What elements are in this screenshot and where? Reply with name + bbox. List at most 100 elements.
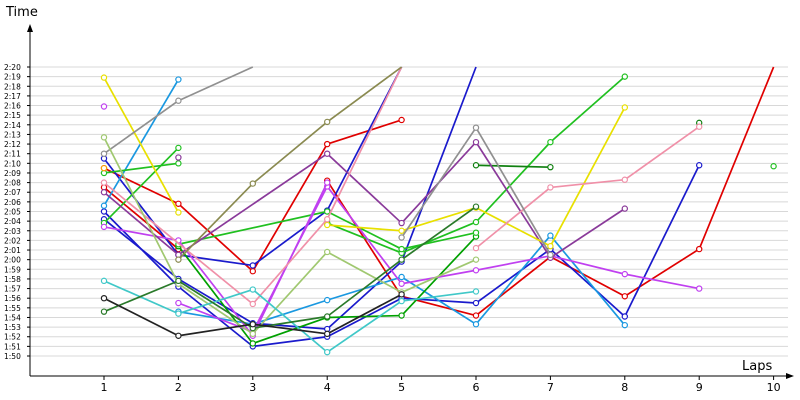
series-21 <box>175 154 182 161</box>
data-point <box>175 209 182 216</box>
y-tick-label: 1:53 <box>4 323 21 332</box>
data-point <box>324 216 331 223</box>
data-point <box>621 205 629 212</box>
y-tick-label: 1:52 <box>4 333 21 342</box>
data-point <box>472 256 480 263</box>
data-point <box>100 295 108 302</box>
data-point <box>175 200 182 207</box>
data-point <box>249 300 256 308</box>
data-point <box>175 160 182 167</box>
data-point <box>621 321 629 329</box>
data-point <box>472 203 480 210</box>
data-point <box>324 140 331 148</box>
y-axis-title: Time <box>5 5 38 20</box>
data-point <box>472 267 480 274</box>
data-point <box>100 223 108 231</box>
data-point <box>324 248 331 256</box>
series-7 <box>100 76 182 209</box>
series-28 <box>398 124 554 259</box>
series-14 <box>472 162 554 171</box>
data-point <box>621 104 629 111</box>
series-line <box>177 66 403 261</box>
series-31 <box>100 277 480 356</box>
data-point <box>175 154 182 161</box>
series-22 <box>100 74 182 216</box>
data-point <box>249 321 256 328</box>
data-point <box>100 202 108 209</box>
x-tick-label: 10 <box>767 381 781 394</box>
series-line <box>103 66 477 330</box>
y-tick-labels: 1:501:511:521:531:541:551:561:571:581:59… <box>4 63 30 361</box>
y-tick-label: 1:51 <box>4 342 21 351</box>
x-tick-label: 6 <box>473 381 480 394</box>
data-point <box>398 273 405 281</box>
data-point <box>621 73 629 80</box>
series-line <box>103 205 477 329</box>
series-line <box>103 147 180 224</box>
data-point <box>547 184 554 191</box>
data-point <box>472 229 480 236</box>
y-tick-label: 2:11 <box>4 150 21 159</box>
x-tick-label: 4 <box>324 381 331 394</box>
data-point <box>696 285 703 292</box>
series-line <box>178 185 700 333</box>
series-line <box>475 126 700 249</box>
y-tick-label: 2:01 <box>4 246 21 255</box>
data-point <box>100 277 108 285</box>
x-tick-label: 3 <box>249 381 256 394</box>
y-tick-label: 2:20 <box>4 63 21 72</box>
y-tick-label: 2:10 <box>4 159 21 168</box>
data-point <box>100 134 108 141</box>
y-tick-label: 2:03 <box>4 227 21 236</box>
data-point <box>472 138 480 146</box>
data-point <box>398 245 405 253</box>
data-point <box>472 218 480 226</box>
data-point <box>398 291 405 298</box>
x-axis-title: Laps <box>742 359 772 374</box>
data-point <box>398 312 405 319</box>
y-tick-label: 1:56 <box>4 294 21 303</box>
y-tick-label: 2:17 <box>4 92 21 101</box>
data-point <box>472 299 480 307</box>
data-point <box>249 180 256 187</box>
y-tick-label: 2:12 <box>4 140 21 149</box>
data-point <box>472 312 480 319</box>
data-point <box>249 286 256 293</box>
data-point <box>398 256 405 263</box>
data-point <box>324 221 331 229</box>
series-line <box>103 119 402 273</box>
series-line <box>103 79 180 207</box>
y-tick-label: 2:06 <box>4 198 21 207</box>
data-point <box>175 299 182 307</box>
data-point <box>175 310 182 317</box>
series-line <box>103 77 180 213</box>
data-point <box>324 296 331 304</box>
data-point <box>175 97 182 104</box>
y-tick-label: 1:57 <box>4 285 21 294</box>
data-point <box>100 179 108 186</box>
y-tick-label: 1:58 <box>4 275 21 284</box>
data-point <box>547 138 554 146</box>
series-29 <box>175 66 403 263</box>
x-tick-label: 2 <box>175 381 182 394</box>
data-point <box>472 162 480 169</box>
data-point <box>100 208 108 215</box>
x-axis-arrow-icon <box>786 373 794 379</box>
data-point <box>100 308 108 315</box>
y-tick-label: 2:18 <box>4 82 21 91</box>
data-point <box>547 163 554 171</box>
data-point <box>249 340 256 347</box>
data-point <box>621 293 629 300</box>
data-point <box>324 150 331 157</box>
y-tick-label: 2:07 <box>4 188 21 197</box>
series-line <box>103 280 477 353</box>
series-line <box>103 136 477 335</box>
series-line <box>475 164 551 169</box>
y-tick-label: 2:19 <box>4 73 21 82</box>
data-point <box>100 150 108 157</box>
series-line <box>103 162 179 174</box>
data-point <box>398 219 405 227</box>
data-point <box>472 244 480 252</box>
data-point <box>324 118 331 126</box>
